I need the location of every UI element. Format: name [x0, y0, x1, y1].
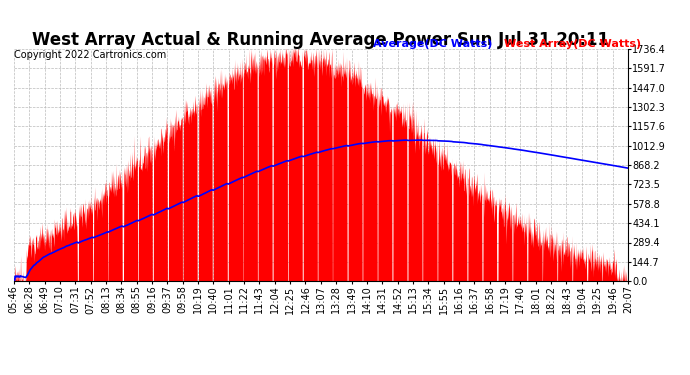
- Text: Copyright 2022 Cartronics.com: Copyright 2022 Cartronics.com: [14, 50, 166, 60]
- Text: Average(DC Watts): Average(DC Watts): [373, 39, 492, 49]
- Text: West Array(DC Watts): West Array(DC Watts): [504, 39, 641, 49]
- Title: West Array Actual & Running Average Power Sun Jul 31 20:11: West Array Actual & Running Average Powe…: [32, 31, 609, 49]
